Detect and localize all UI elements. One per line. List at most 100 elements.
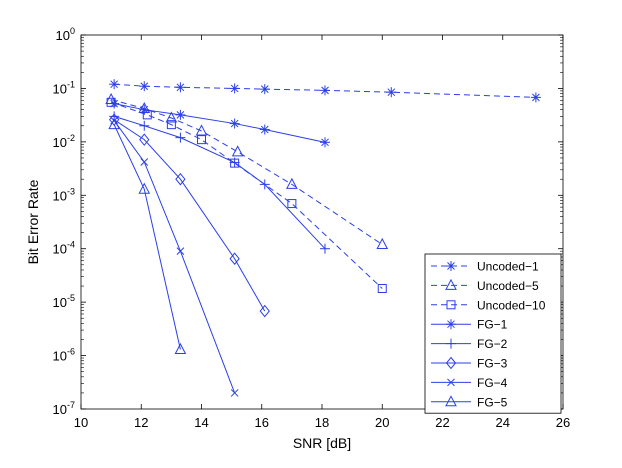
data-point — [109, 79, 120, 90]
marker-stroke — [321, 86, 329, 95]
y-tick-base: 10 — [56, 28, 70, 43]
x-tick-label: 20 — [375, 415, 389, 430]
x-axis-label: SNR [dB] — [293, 435, 351, 451]
legend: Uncoded−1 Uncoded−5 Uncoded−10 FG−1 FG−2 FG−3… — [424, 253, 562, 414]
data-point — [230, 389, 239, 397]
data-point — [320, 137, 331, 148]
marker-shape — [108, 118, 120, 130]
marker-shape — [286, 177, 298, 189]
marker-shape — [165, 111, 178, 123]
marker-shape — [445, 278, 457, 290]
marker-stroke — [447, 378, 455, 387]
data-point — [446, 319, 456, 330]
y-axis-label: Bit Error Rate — [25, 179, 41, 264]
y-tick-label: 100 — [56, 26, 75, 43]
series-line — [113, 119, 266, 312]
marker-shape — [445, 395, 457, 407]
marker-shape — [166, 120, 176, 130]
data-point — [195, 124, 208, 136]
y-tick-exponent: -6 — [67, 347, 75, 357]
y-tick-exponent: -1 — [67, 79, 75, 89]
y-tick-exponent: -2 — [67, 133, 75, 143]
data-point — [109, 98, 120, 109]
marker-shape — [142, 110, 152, 120]
legend-item: FG−5 — [431, 395, 508, 409]
y-tick-label: 10-3 — [53, 186, 75, 203]
data-point — [445, 278, 457, 290]
axis-ticks: 10 12 14 16 18 20 22 24 2610010-110-210-310-410-… — [53, 26, 571, 430]
marker-stroke — [260, 85, 269, 93]
x-tick-label: 24 — [496, 415, 510, 430]
series-fg-2 — [109, 111, 331, 254]
y-tick-exponent: 0 — [70, 26, 75, 36]
x-tick-label: 12 — [134, 415, 148, 430]
legend-label: Uncoded−1 — [477, 260, 539, 274]
data-point — [386, 87, 397, 98]
legend-item: FG−4 — [431, 376, 508, 390]
series-line — [113, 115, 326, 250]
series-line — [114, 103, 326, 143]
series-line — [114, 83, 536, 98]
data-point — [108, 118, 120, 130]
data-point — [320, 85, 331, 96]
data-point — [259, 84, 270, 95]
marker-shape — [377, 284, 387, 294]
legend-item: Uncoded−10 — [431, 298, 546, 312]
data-point — [445, 395, 457, 407]
marker-stroke — [140, 82, 149, 91]
data-point — [259, 179, 270, 190]
data-point — [229, 157, 240, 168]
series-fg-5 — [108, 118, 187, 354]
y-tick-label: 10-4 — [53, 240, 75, 257]
marker-shape — [259, 304, 270, 318]
data-point — [139, 81, 150, 92]
y-tick-base: 10 — [53, 402, 67, 417]
data-point — [287, 199, 297, 209]
data-point — [139, 120, 150, 131]
marker-shape — [139, 133, 150, 146]
marker-shape — [445, 356, 457, 370]
legend-label: FG−3 — [477, 357, 508, 371]
y-tick-label: 10-6 — [53, 347, 75, 364]
data-point — [259, 304, 270, 318]
data-point — [175, 82, 186, 93]
y-tick-exponent: -5 — [67, 293, 75, 303]
marker-shape — [446, 300, 456, 310]
marker-shape — [376, 237, 389, 249]
data-point — [140, 158, 149, 166]
data-point — [197, 135, 206, 145]
y-tick-base: 10 — [53, 349, 67, 364]
y-tick-base: 10 — [53, 295, 67, 310]
data-point — [447, 378, 455, 387]
series-fg-1 — [109, 98, 331, 148]
data-point — [139, 104, 150, 115]
legend-label: FG−2 — [477, 337, 508, 351]
x-tick-label: 26 — [556, 415, 570, 430]
marker-shape — [287, 199, 297, 209]
data-point — [165, 111, 178, 123]
marker-stroke — [230, 389, 239, 397]
marker-stroke — [176, 83, 185, 92]
data-point — [175, 109, 186, 120]
legend-box — [424, 253, 562, 414]
marker-stroke — [176, 247, 185, 256]
y-tick-base: 10 — [53, 242, 67, 257]
y-tick-base: 10 — [53, 135, 67, 150]
series-group — [105, 79, 541, 397]
y-tick-exponent: -3 — [67, 186, 75, 196]
y-tick-exponent: -4 — [67, 240, 75, 250]
x-tick-label: 10 — [74, 415, 88, 430]
series-line — [113, 124, 181, 350]
y-tick-label: 10-1 — [53, 79, 75, 96]
data-point — [377, 284, 387, 294]
marker-shape — [138, 182, 151, 194]
y-tick-base: 10 — [53, 188, 67, 203]
data-point — [231, 145, 244, 157]
marker-shape — [195, 124, 208, 136]
marker-stroke — [176, 111, 185, 119]
data-point — [176, 247, 185, 256]
legend-item: FG−2 — [431, 337, 508, 351]
y-tick-label: 10-7 — [53, 400, 75, 417]
data-point — [139, 133, 150, 146]
marker-stroke — [230, 84, 239, 93]
